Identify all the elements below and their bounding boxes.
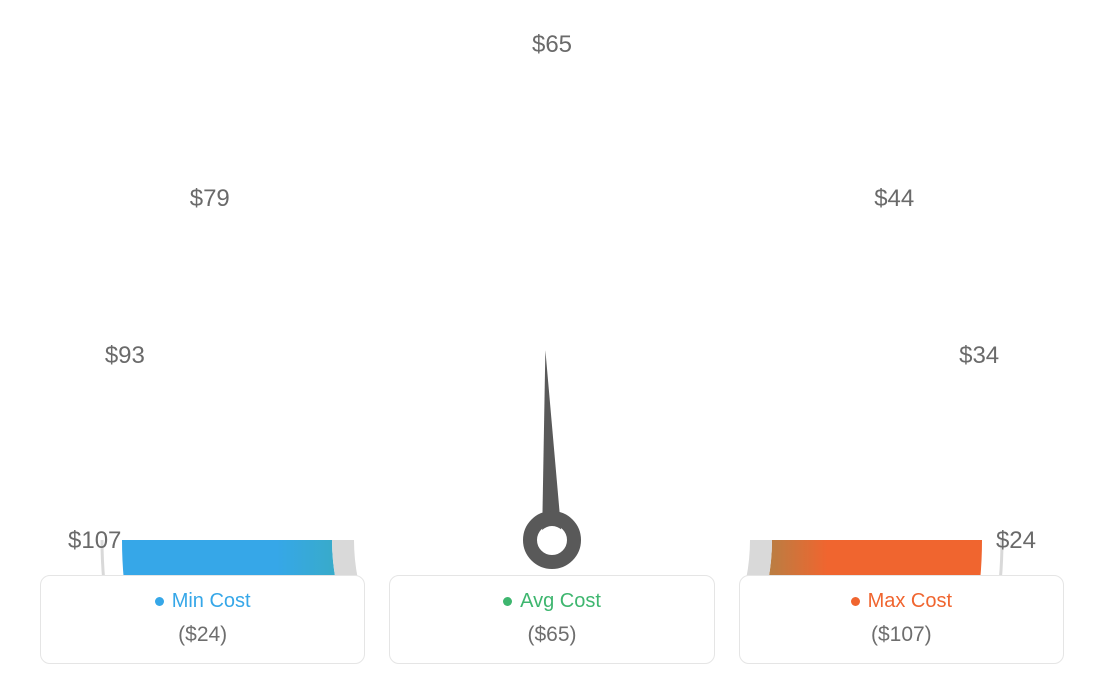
- gauge-svg: $24 $34 $44 $65 $79 $93 $107: [22, 20, 1082, 580]
- legend-title-max: Max Cost: [851, 590, 952, 613]
- legend-title-min: Min Cost: [155, 590, 251, 613]
- svg-text:$44: $44: [874, 185, 914, 212]
- svg-text:$93: $93: [105, 342, 145, 369]
- legend-dot-avg: [503, 597, 512, 606]
- legend-dot-min: [155, 597, 164, 606]
- legend-title-avg: Avg Cost: [503, 590, 601, 613]
- legend-label: Min Cost: [172, 590, 251, 613]
- legend-card-max: Max Cost ($107): [739, 575, 1064, 664]
- legend-value-max: ($107): [750, 623, 1053, 647]
- svg-text:$65: $65: [532, 31, 572, 58]
- svg-text:$24: $24: [996, 527, 1036, 554]
- legend-value-avg: ($65): [400, 623, 703, 647]
- legend-card-avg: Avg Cost ($65): [389, 575, 714, 664]
- legend-value-min: ($24): [51, 623, 354, 647]
- legend-label: Max Cost: [868, 590, 952, 613]
- svg-text:$79: $79: [190, 185, 230, 212]
- gauge-chart: $24 $34 $44 $65 $79 $93 $107: [22, 20, 1082, 580]
- legend-card-min: Min Cost ($24): [40, 575, 365, 664]
- legend-dot-max: [851, 597, 860, 606]
- svg-text:$107: $107: [68, 527, 121, 554]
- svg-text:$34: $34: [959, 342, 999, 369]
- legend-row: Min Cost ($24) Avg Cost ($65) Max Cost (…: [40, 575, 1064, 664]
- legend-label: Avg Cost: [520, 590, 601, 613]
